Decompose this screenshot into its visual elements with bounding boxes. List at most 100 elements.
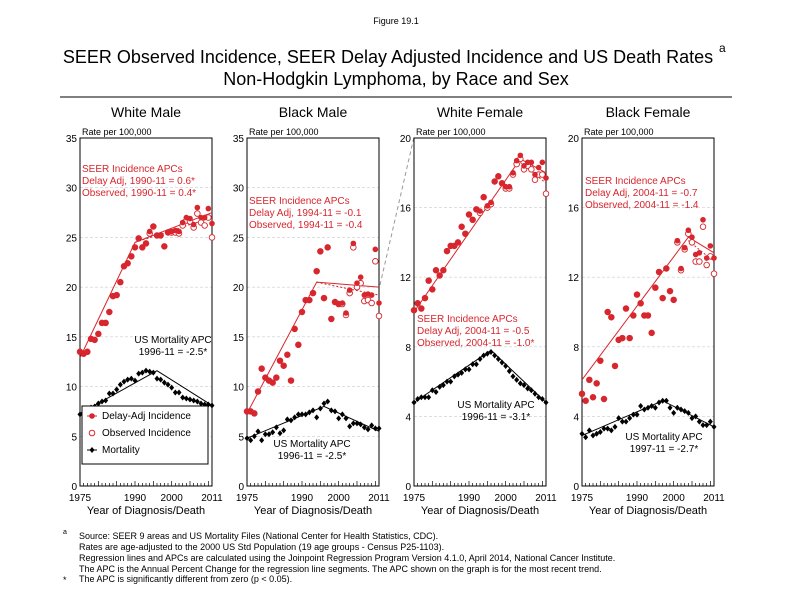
y-tick-label: 10: [66, 383, 78, 394]
delay-adj-point: [604, 309, 611, 315]
delay-adj-point: [535, 164, 542, 171]
y-axis-label: Rate per 100,000: [249, 127, 319, 137]
mortality-point: [678, 406, 684, 413]
mortality-point: [525, 385, 531, 392]
mortality-point: [634, 411, 640, 418]
mortality-point: [627, 415, 633, 422]
mortality-apc-text: 1996-11 = -2.5*: [139, 347, 208, 358]
delay-adj-point: [124, 260, 131, 267]
mortality-point: [495, 355, 501, 362]
mortality-point: [369, 422, 375, 429]
delay-adj-point: [458, 223, 465, 230]
delay-adj-point: [339, 300, 346, 306]
delay-adj-point: [700, 216, 706, 223]
y-tick-label: 0: [238, 482, 244, 493]
delay-adj-point: [143, 240, 149, 247]
incidence-apc-text: SEER Incidence APCs: [585, 176, 686, 187]
delay-adj-point: [582, 397, 589, 404]
y-tick-label: 16: [568, 204, 580, 215]
mortality-point: [594, 430, 600, 437]
mortality-point: [325, 398, 331, 405]
delay-adj-point: [659, 295, 666, 301]
mortality-point: [103, 397, 109, 404]
plot-frame: [246, 137, 380, 487]
mortality-point: [376, 425, 382, 432]
incidence-apc-text: Observed, 1994-11 = -0.4: [249, 220, 363, 231]
delay-adj-point: [623, 305, 629, 312]
mortality-point: [139, 369, 145, 376]
mortality-apc-text: 1997-11 = -2.7*: [630, 444, 699, 455]
delay-adj-point: [190, 221, 197, 228]
x-tick-label: 2000: [495, 493, 518, 504]
delay-adj-point: [187, 215, 193, 222]
delay-adj-point: [696, 250, 703, 256]
delay-adj-point: [146, 228, 153, 235]
delay-adj-point: [350, 240, 357, 247]
delay-adj-point: [652, 284, 659, 291]
delay-adj-point: [354, 280, 360, 286]
mortality-point: [303, 411, 309, 418]
x-tick-label: 1990: [124, 493, 147, 504]
incidence-apc-text: Delay Adj, 2004-11 = -0.7: [585, 188, 698, 199]
mortality-point: [601, 425, 607, 432]
panel-black-female: Black Female Rate per 100,000 Year of Diag…: [568, 104, 725, 517]
delay-adj-point: [251, 410, 258, 417]
delay-adj-point: [707, 243, 714, 249]
y-tick-label: 30: [66, 184, 78, 195]
x-tick-label: 1975: [571, 493, 594, 504]
mortality-point: [444, 378, 450, 385]
incidence-apc-text: Delay Adj, 1994-11 = -0.1: [249, 208, 362, 219]
mortality-point: [437, 383, 443, 390]
x-axis-label: Year of Diagnosis/Death: [421, 505, 539, 517]
mortality-point: [350, 420, 356, 427]
mortality-point: [183, 395, 189, 402]
delay-adj-point: [317, 248, 324, 255]
mortality-point: [306, 409, 312, 416]
mortality-point: [365, 426, 371, 433]
y-tick-label: 30: [233, 184, 245, 195]
mortality-point: [466, 366, 472, 373]
plot-frame: [581, 137, 715, 487]
mortality-point: [117, 381, 123, 388]
delay-adj-point: [440, 267, 447, 274]
delay-adj-point: [663, 265, 670, 272]
mortality-point: [244, 435, 250, 442]
mortality-point: [671, 409, 677, 416]
mortality-point: [273, 424, 279, 431]
incidence-apc-text: SEER Incidence APCs: [249, 196, 350, 207]
delay-adj-point: [205, 205, 212, 212]
mortality-point: [641, 406, 647, 413]
x-axis-label: Year of Diagnosis/Death: [254, 505, 372, 517]
delay-adj-point: [634, 291, 640, 298]
mortality-point: [372, 425, 378, 432]
delay-adj-point: [376, 300, 382, 306]
mortality-point: [172, 389, 178, 396]
observed-point: [208, 234, 216, 241]
mortality-point: [314, 414, 320, 421]
figure-title: SEER Observed Incidence, SEER Delay Adju…: [63, 47, 713, 67]
delay-adj-point: [288, 377, 294, 384]
observed-point: [696, 258, 703, 265]
delay-adj-point: [321, 295, 327, 301]
mortality-point: [125, 376, 131, 383]
delay-adj-point: [343, 310, 349, 316]
delay-adj-point: [291, 326, 298, 332]
mortality-point: [597, 429, 603, 436]
observed-point: [688, 239, 696, 246]
delay-adj-point: [506, 183, 513, 190]
mortality-point: [248, 437, 254, 444]
mortality-point: [492, 352, 498, 359]
mortality-point: [198, 400, 204, 407]
mortality-point: [147, 368, 153, 375]
mortality-point: [262, 431, 268, 438]
delay-adj-point: [488, 199, 494, 206]
mortality-point: [630, 411, 636, 418]
mortality-point: [433, 389, 439, 396]
delay-adj-point: [711, 255, 717, 261]
footnote-line: Rates are age-adjusted to the 2000 US St…: [79, 542, 444, 552]
y-tick-label: 20: [400, 134, 412, 145]
footnote-star-mark: *: [63, 575, 67, 585]
delay-adj-point: [179, 219, 186, 226]
mortality-point: [418, 394, 424, 401]
mortality-point: [605, 425, 611, 432]
